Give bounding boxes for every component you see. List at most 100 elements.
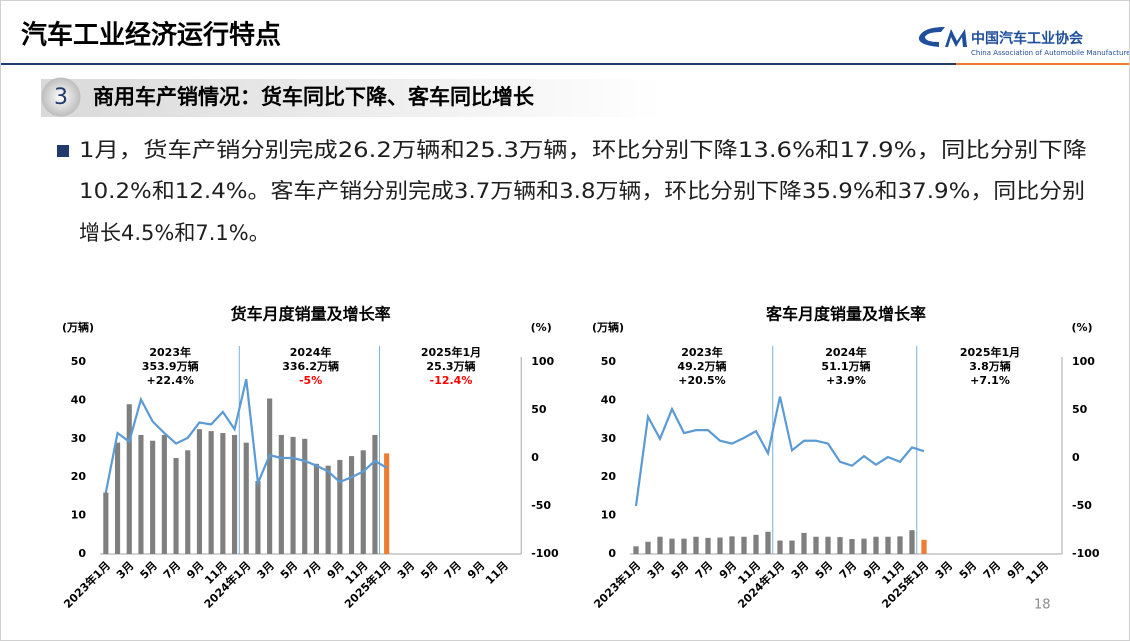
y2-tick-label: 50 bbox=[531, 403, 547, 416]
bar bbox=[103, 492, 109, 554]
logo-name: 中国汽车工业协会 bbox=[971, 30, 1084, 47]
x-tick-label: 7月 bbox=[837, 559, 859, 581]
section-number: 3 bbox=[54, 85, 68, 110]
y-axis-label: (万辆) bbox=[592, 320, 624, 334]
y2-tick-label: 100 bbox=[1072, 355, 1095, 368]
bar bbox=[777, 540, 783, 554]
bar bbox=[267, 398, 273, 554]
logo-english: China Association of Automobile Manufact… bbox=[971, 49, 1129, 57]
bar bbox=[173, 458, 179, 554]
header-rule bbox=[956, 63, 1129, 65]
y-axis-label: (万辆) bbox=[62, 320, 94, 334]
bar bbox=[693, 536, 699, 554]
page-number: 18 bbox=[1034, 598, 1051, 613]
period-annotation: 2025年1月 bbox=[421, 345, 481, 359]
page-title: 汽车工业经济运行特点 bbox=[21, 20, 281, 51]
bar bbox=[717, 537, 723, 554]
bar bbox=[208, 431, 214, 554]
bar bbox=[313, 463, 320, 554]
period-annotation: +3.9% bbox=[826, 374, 866, 387]
bar bbox=[861, 538, 867, 554]
x-tick-label: 3月 bbox=[789, 559, 811, 581]
bar bbox=[909, 530, 915, 554]
period-annotation: +7.1% bbox=[970, 374, 1010, 387]
growth-line bbox=[104, 379, 388, 493]
x-tick-label: 3月 bbox=[645, 559, 667, 581]
section-badge bbox=[41, 77, 81, 117]
y2-tick-label: -50 bbox=[531, 499, 551, 512]
x-tick-label: 3月 bbox=[255, 559, 277, 581]
y2-tick-label: -100 bbox=[1072, 547, 1100, 560]
bar bbox=[325, 465, 331, 554]
bar bbox=[302, 438, 308, 554]
paragraph-line: 1月，货车产销分别完成26.2万辆和25.3万辆，环比分别下降13.6%和17.… bbox=[79, 138, 1087, 162]
bullet bbox=[57, 145, 69, 157]
bar bbox=[669, 538, 675, 554]
x-tick-label: 5月 bbox=[813, 559, 835, 581]
x-tick-label: 7月 bbox=[161, 559, 183, 581]
bar bbox=[348, 456, 355, 554]
y-tick-label: 0 bbox=[78, 547, 86, 560]
y-tick-label: 30 bbox=[601, 432, 617, 445]
x-tick-label: 7月 bbox=[301, 559, 323, 581]
bar bbox=[681, 538, 687, 554]
bar bbox=[138, 434, 144, 554]
bar bbox=[741, 536, 747, 554]
period-annotation: 2023年 bbox=[149, 345, 191, 359]
growth-line bbox=[634, 396, 925, 507]
x-tick-label: 2023年1月 bbox=[61, 558, 114, 611]
bar bbox=[185, 450, 191, 554]
bar bbox=[255, 481, 261, 554]
y2-axis-label: (%) bbox=[531, 321, 552, 334]
y-tick-label: 20 bbox=[71, 470, 87, 483]
paragraph-line: 10.2%和12.4%。客车产销分别完成3.7万辆和3.8万辆，环比分别下降35… bbox=[79, 179, 1085, 203]
y-tick-label: 10 bbox=[71, 509, 87, 522]
logo-mark bbox=[945, 29, 967, 47]
y-tick-label: 20 bbox=[601, 470, 617, 483]
bar bbox=[231, 434, 238, 554]
bar bbox=[126, 404, 132, 554]
bar bbox=[290, 436, 296, 554]
period-annotation: 2024年 bbox=[290, 345, 332, 359]
period-annotation: 25.3万辆 bbox=[426, 359, 475, 373]
x-tick-label: 11月 bbox=[483, 559, 511, 587]
y-tick-label: 40 bbox=[601, 393, 617, 406]
section-title: 商用车产销情况：货车同比下降、客车同比增长 bbox=[93, 85, 535, 109]
y-tick-label: 40 bbox=[71, 393, 87, 406]
y-tick-label: 50 bbox=[601, 355, 617, 368]
bar bbox=[837, 537, 843, 554]
period-annotation: 353.9万辆 bbox=[142, 359, 199, 373]
bar bbox=[657, 536, 663, 554]
bar bbox=[921, 539, 927, 554]
x-tick-label: 7月 bbox=[981, 559, 1003, 581]
period-annotation: 51.1万辆 bbox=[821, 359, 870, 373]
y2-tick-label: 0 bbox=[531, 451, 539, 464]
bar bbox=[813, 536, 819, 554]
period-annotation: -5% bbox=[299, 374, 322, 387]
header-rule bbox=[1, 63, 956, 65]
logo: 中国汽车工业协会 China Association of Automobile… bbox=[918, 27, 1129, 57]
bar bbox=[278, 434, 284, 554]
bar bbox=[337, 459, 343, 554]
x-tick-label: 5月 bbox=[138, 559, 160, 581]
x-tick-label: 3月 bbox=[114, 559, 136, 581]
chart-title: 客车月度销量及增长率 bbox=[766, 305, 926, 324]
bar bbox=[633, 546, 639, 554]
x-tick-label: 5月 bbox=[418, 559, 440, 581]
period-annotation: -12.4% bbox=[430, 374, 473, 387]
x-tick-label: 5月 bbox=[278, 559, 300, 581]
period-annotation: 2023年 bbox=[681, 345, 723, 359]
y-tick-label: 0 bbox=[608, 547, 616, 560]
x-tick-label: 3月 bbox=[395, 559, 417, 581]
bar bbox=[789, 540, 795, 554]
period-annotation: 2025年1月 bbox=[960, 345, 1020, 359]
bar bbox=[220, 433, 226, 554]
y-tick-label: 10 bbox=[601, 509, 617, 522]
bar bbox=[705, 537, 711, 554]
bar bbox=[372, 434, 378, 554]
x-tick-label: 3月 bbox=[933, 559, 955, 581]
section-band bbox=[41, 79, 661, 117]
x-tick-label: 7月 bbox=[693, 559, 715, 581]
